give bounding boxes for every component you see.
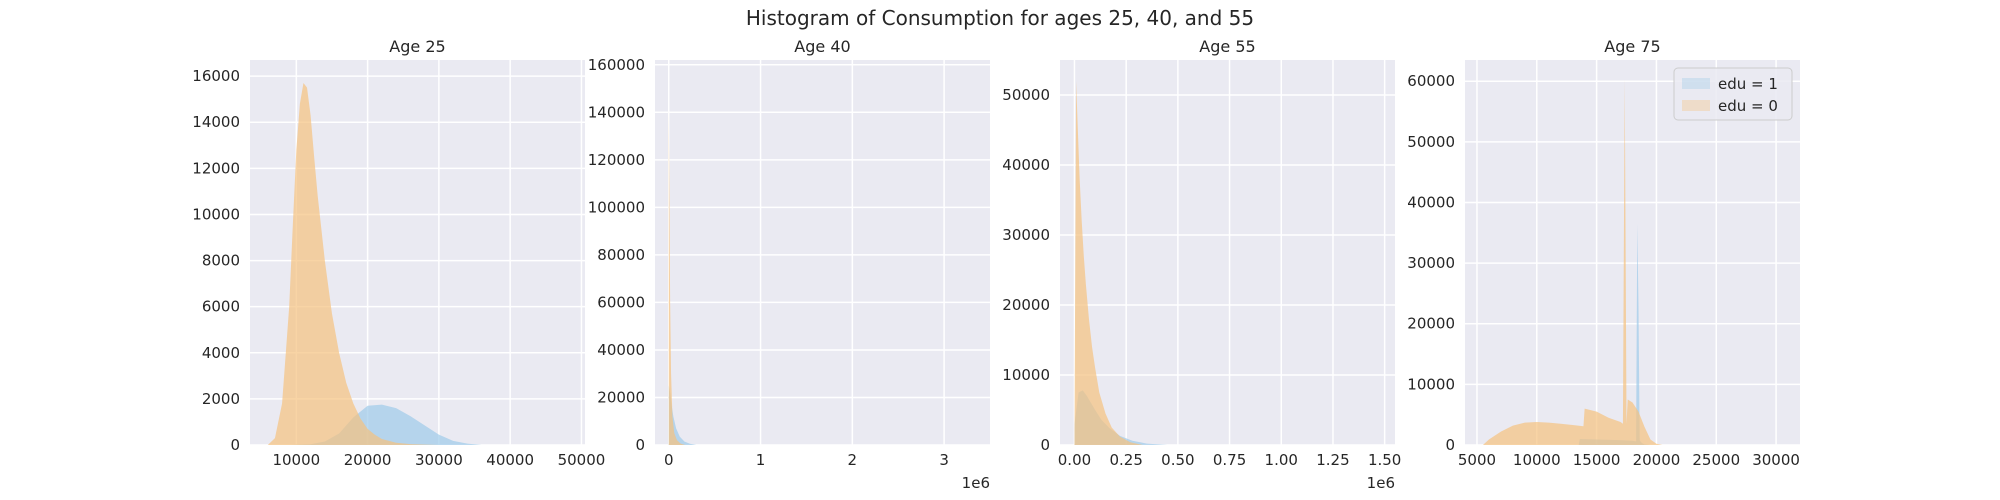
- legend-label-edu0: edu = 0: [1718, 97, 1778, 115]
- x-tick-label: 0.00: [1058, 451, 1091, 469]
- legend: edu = 1 edu = 0: [1673, 67, 1793, 121]
- x-tick-label: 2: [848, 451, 858, 469]
- histogram-edu0: [1074, 81, 1143, 445]
- y-tick-label: 140000: [588, 103, 645, 121]
- x-tick-label: 5000: [1458, 451, 1496, 469]
- y-tick-label: 8000: [202, 252, 240, 270]
- x-tick-label: 1.00: [1265, 451, 1298, 469]
- x-tick-label: 0: [664, 451, 674, 469]
- y-tick-label: 10000: [1002, 366, 1050, 384]
- panels: 10000 20000 30000 40000 50000020004000600080…: [192, 37, 1800, 492]
- y-tick-label: 60000: [1407, 72, 1455, 90]
- panel-background: [655, 60, 990, 445]
- x-tick-label: 15000: [1573, 451, 1621, 469]
- histogram-edu1: [668, 385, 697, 445]
- x-tick-label: 20000: [1633, 451, 1681, 469]
- y-tick-label: 2000: [202, 390, 240, 408]
- x-tick-label: 0.25: [1109, 451, 1142, 469]
- x-offset-label: 1e6: [962, 474, 990, 492]
- y-tick-label: 40000: [1002, 156, 1050, 174]
- panel-background: [1060, 60, 1395, 445]
- y-tick-label: 12000: [192, 159, 240, 177]
- panel-4: 5000 10000 15000 20000 25000 30000 0 10000 20000…: [1407, 37, 1800, 469]
- panel-2: 0 1 2 3 0 20000 40000 60000 80000 100000 120000 140…: [588, 37, 990, 492]
- y-tick-label: 14000: [192, 113, 240, 131]
- y-tick-label: 6000: [202, 298, 240, 316]
- x-tick-label: 30000: [415, 451, 463, 469]
- y-tick-label: 10000: [192, 205, 240, 223]
- y-tick-label: 50000: [1002, 86, 1050, 104]
- figure-title: Histogram of Consumption for ages 25, 40…: [746, 6, 1254, 30]
- y-tick-label: 40000: [1407, 193, 1455, 211]
- x-tick-label: 0.75: [1213, 451, 1246, 469]
- x-tick-label: 50000: [558, 451, 606, 469]
- y-tick-label: 20000: [1407, 315, 1455, 333]
- subplot-title: Age 25: [389, 37, 445, 56]
- histogram-edu0: [668, 109, 686, 445]
- panel-background: [1465, 60, 1800, 445]
- x-offset-label: 1e6: [1367, 474, 1395, 492]
- y-tick-label: 120000: [588, 151, 645, 169]
- legend-label-edu1: edu = 1: [1718, 75, 1778, 93]
- x-tick-label: 1: [756, 451, 766, 469]
- x-tick-label: 20000: [344, 451, 392, 469]
- y-tick-label: 0: [1040, 436, 1050, 454]
- y-tick-label: 0: [635, 436, 645, 454]
- y-tick-label: 80000: [597, 246, 645, 264]
- y-tick-label: 10000: [1407, 375, 1455, 393]
- legend-box: [1673, 67, 1793, 121]
- y-tick-label: 0: [230, 436, 240, 454]
- y-tick-label: 100000: [588, 198, 645, 216]
- y-tick-label: 30000: [1407, 254, 1455, 272]
- x-tick-label: 1.25: [1316, 451, 1349, 469]
- x-tick-label: 1.50: [1368, 451, 1401, 469]
- y-tick-label: 60000: [597, 293, 645, 311]
- x-tick-label: 25000: [1692, 451, 1740, 469]
- panel-1: 10000 20000 30000 40000 50000 0 2000 4000 6000 80…: [192, 37, 605, 469]
- y-tick-label: 0: [1445, 436, 1455, 454]
- subplot-title: Age 55: [1199, 37, 1255, 56]
- x-tick-label: 3: [939, 451, 949, 469]
- subplot-title: Age 40: [794, 37, 850, 56]
- y-tick-label: 20000: [1002, 296, 1050, 314]
- x-tick-label: 10000: [1513, 451, 1561, 469]
- y-tick-label: 20000: [597, 388, 645, 406]
- legend-swatch-edu0: [1682, 100, 1710, 111]
- y-tick-label: 4000: [202, 344, 240, 362]
- x-tick-label: 30000: [1752, 451, 1800, 469]
- x-tick-label: 0.50: [1161, 451, 1194, 469]
- y-tick-label: 160000: [588, 56, 645, 74]
- histogram-edu0: [267, 83, 439, 446]
- y-tick-label: 50000: [1407, 133, 1455, 151]
- y-tick-label: 40000: [597, 341, 645, 359]
- panel-3: 0.00 0.25 0.50 0.75 1.00 1.25 1.50 0 10000 20000 3…: [1002, 37, 1401, 492]
- x-tick-label: 10000: [272, 451, 320, 469]
- x-tick-label: 40000: [486, 451, 534, 469]
- subplot-title: Age 75: [1604, 37, 1660, 56]
- y-tick-label: 30000: [1002, 226, 1050, 244]
- y-tick-label: 16000: [192, 67, 240, 85]
- legend-swatch-edu1: [1682, 78, 1710, 89]
